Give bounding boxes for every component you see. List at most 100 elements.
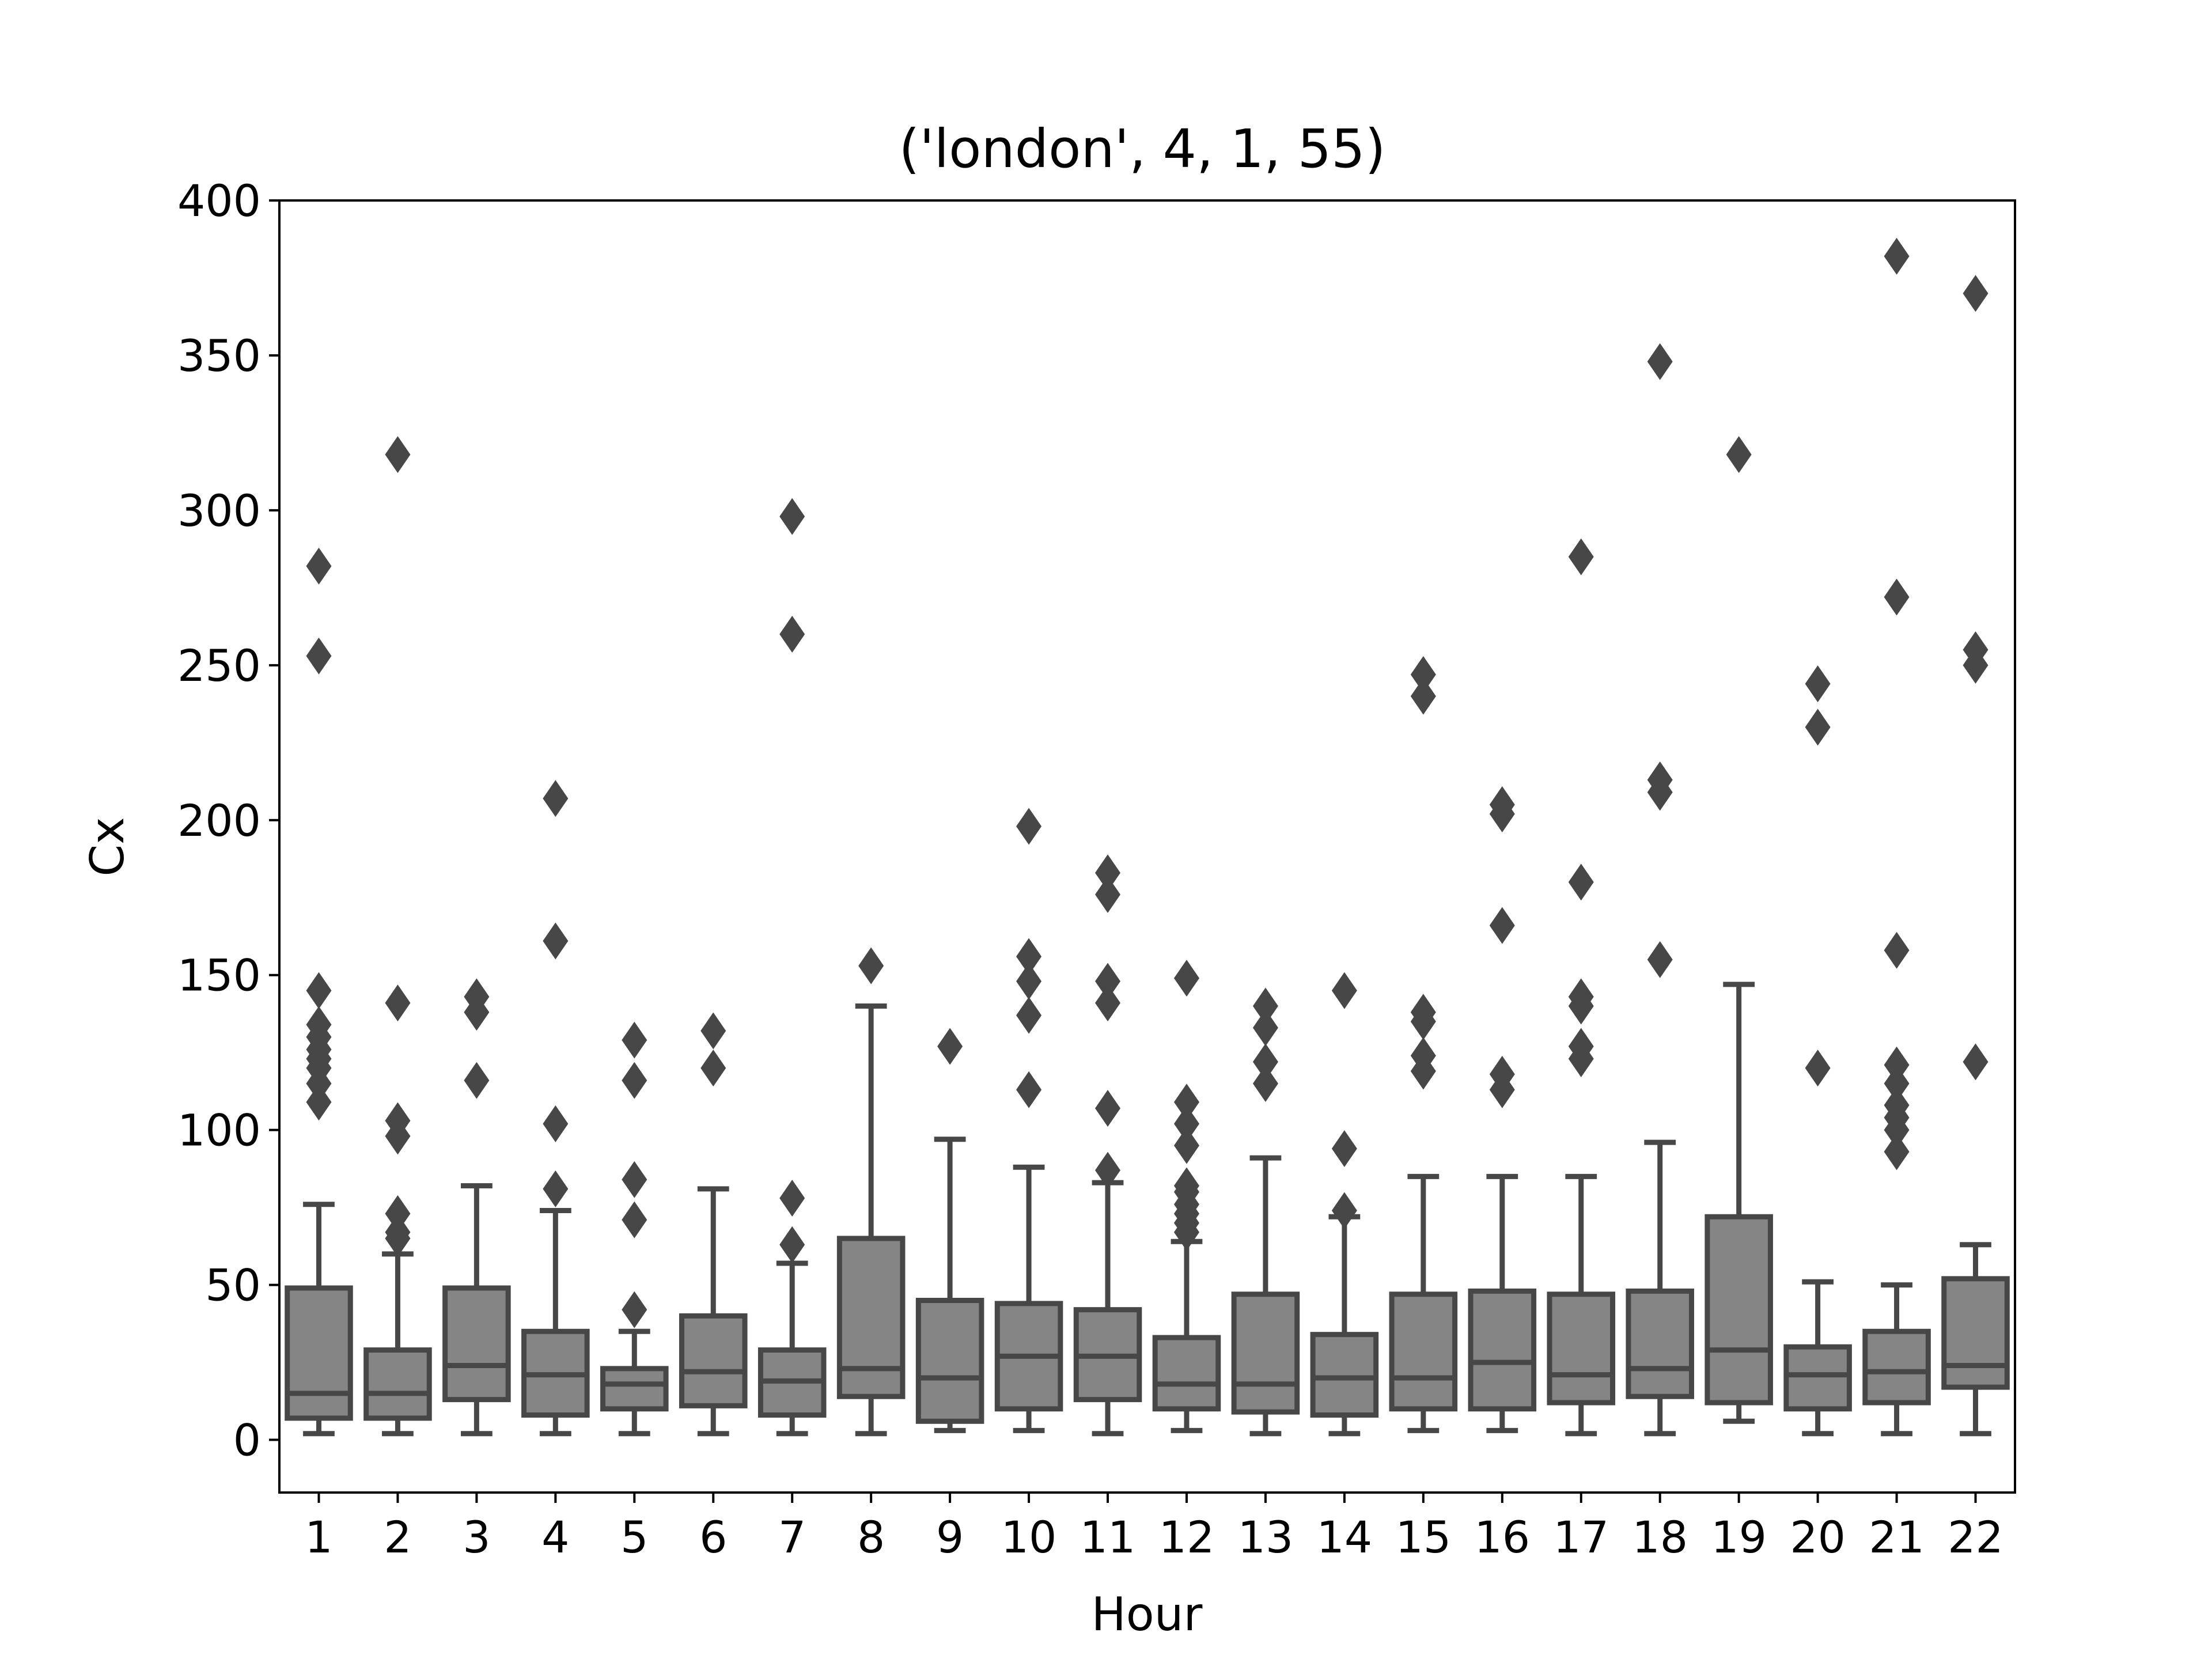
outlier-point bbox=[1805, 665, 1831, 703]
box-iqr bbox=[1862, 1328, 1931, 1406]
outlier-point bbox=[622, 1062, 647, 1099]
box-group bbox=[600, 1021, 669, 1437]
outlier-point bbox=[1963, 631, 1988, 668]
box-group bbox=[757, 498, 827, 1437]
box-group bbox=[836, 947, 906, 1437]
outlier-point bbox=[1568, 978, 1594, 1016]
y-tick-label: 200 bbox=[177, 795, 261, 846]
outlier-point bbox=[1095, 1152, 1121, 1189]
x-tick-label: 14 bbox=[1317, 1512, 1373, 1563]
box-iqr bbox=[1626, 1288, 1694, 1399]
box-iqr bbox=[285, 1285, 353, 1421]
y-tick-label: 250 bbox=[177, 640, 261, 691]
outlier-point bbox=[1963, 275, 1988, 312]
outlier-point bbox=[1884, 1086, 1910, 1124]
outlier-point bbox=[1884, 1065, 1910, 1102]
box-group bbox=[285, 547, 353, 1437]
outlier-point bbox=[1568, 1028, 1594, 1065]
outlier-point bbox=[1173, 1167, 1199, 1205]
box-group bbox=[1547, 538, 1616, 1437]
box-group bbox=[1231, 987, 1300, 1437]
outlier-point bbox=[779, 616, 805, 653]
box-group bbox=[1389, 656, 1458, 1433]
outlier-point bbox=[1963, 1043, 1988, 1081]
outlier-point bbox=[1331, 1130, 1357, 1167]
y-axis: 0 50 100 150 200 250 300 350 400 bbox=[177, 175, 279, 1466]
outlier-point bbox=[1489, 786, 1515, 823]
x-tick-label: 21 bbox=[1869, 1512, 1925, 1563]
outlier-point bbox=[1252, 1065, 1278, 1102]
box-group bbox=[1310, 972, 1379, 1437]
outlier-point bbox=[622, 1021, 647, 1059]
outlier-point bbox=[543, 1170, 569, 1207]
box-iqr bbox=[1310, 1332, 1379, 1418]
box-iqr bbox=[1783, 1344, 1852, 1412]
outlier-point bbox=[1884, 1046, 1910, 1084]
x-axis-label: Hour bbox=[1092, 1588, 1203, 1641]
x-tick-label: 11 bbox=[1080, 1512, 1136, 1563]
outlier-point bbox=[1726, 436, 1752, 474]
box-iqr bbox=[1468, 1288, 1537, 1412]
outlier-point bbox=[1805, 709, 1831, 746]
outlier-point bbox=[1252, 1043, 1278, 1081]
x-tick-label: 1 bbox=[305, 1512, 332, 1563]
box-iqr bbox=[915, 1298, 984, 1424]
x-tick-label: 3 bbox=[463, 1512, 490, 1563]
x-tick-label: 13 bbox=[1238, 1512, 1294, 1563]
box-group bbox=[1073, 854, 1142, 1437]
outlier-point bbox=[858, 947, 884, 984]
outlier-point bbox=[464, 1062, 490, 1099]
outlier-point bbox=[1173, 1084, 1199, 1121]
outlier-point bbox=[306, 972, 332, 1009]
outlier-point bbox=[1410, 656, 1436, 693]
box-iqr bbox=[442, 1285, 511, 1403]
x-axis: 1 2 3 4 5 6 7 8 9 10 11 12 13 14 15 16 17 18 19 20 21 22 bbox=[305, 1493, 2003, 1563]
y-axis-label: Cx bbox=[81, 817, 134, 876]
outlier-point bbox=[1095, 1090, 1121, 1127]
outlier-point bbox=[1095, 963, 1121, 1000]
outlier-point bbox=[1016, 1071, 1042, 1108]
outlier-point bbox=[1331, 972, 1357, 1009]
box-group bbox=[521, 780, 590, 1437]
box-group bbox=[1626, 343, 1694, 1437]
outlier-point bbox=[779, 1226, 805, 1263]
box-group bbox=[679, 1012, 748, 1437]
outlier-point bbox=[622, 1291, 647, 1328]
box-iqr bbox=[1705, 1214, 1773, 1406]
outlier-point bbox=[1016, 997, 1042, 1034]
outlier-point bbox=[779, 1180, 805, 1217]
box-iqr bbox=[1152, 1335, 1221, 1412]
x-tick-label: 6 bbox=[699, 1512, 727, 1563]
x-tick-label: 20 bbox=[1790, 1512, 1846, 1563]
x-tick-label: 5 bbox=[620, 1512, 648, 1563]
x-tick-label: 4 bbox=[541, 1512, 569, 1563]
outlier-point bbox=[464, 978, 490, 1016]
x-tick-label: 12 bbox=[1159, 1512, 1215, 1563]
outlier-point bbox=[1805, 1050, 1831, 1087]
outlier-point bbox=[543, 1105, 569, 1142]
outlier-point bbox=[385, 1195, 411, 1232]
box-group bbox=[1783, 665, 1852, 1437]
y-tick-label: 300 bbox=[177, 485, 261, 536]
outlier-point bbox=[1173, 1105, 1199, 1142]
outlier-point bbox=[700, 1012, 726, 1050]
outlier-point bbox=[1568, 538, 1594, 575]
box-group bbox=[1941, 275, 2010, 1437]
outlier-point bbox=[622, 1201, 647, 1238]
outlier-point bbox=[1884, 1133, 1910, 1171]
outlier-point bbox=[1884, 931, 1910, 969]
outlier-point bbox=[1884, 578, 1910, 616]
box-iqr bbox=[1231, 1291, 1300, 1415]
x-tick-label: 9 bbox=[936, 1512, 964, 1563]
box-iqr bbox=[1941, 1276, 2010, 1390]
outlier-point bbox=[1647, 761, 1673, 798]
box-iqr bbox=[363, 1347, 432, 1421]
x-tick-label: 8 bbox=[857, 1512, 885, 1563]
outlier-point bbox=[1410, 994, 1436, 1031]
outlier-point bbox=[385, 436, 411, 474]
box-iqr bbox=[1389, 1291, 1458, 1412]
x-tick-label: 16 bbox=[1474, 1512, 1530, 1563]
outlier-point bbox=[1884, 237, 1910, 275]
outlier-point bbox=[1331, 1192, 1357, 1229]
x-tick-label: 17 bbox=[1553, 1512, 1609, 1563]
